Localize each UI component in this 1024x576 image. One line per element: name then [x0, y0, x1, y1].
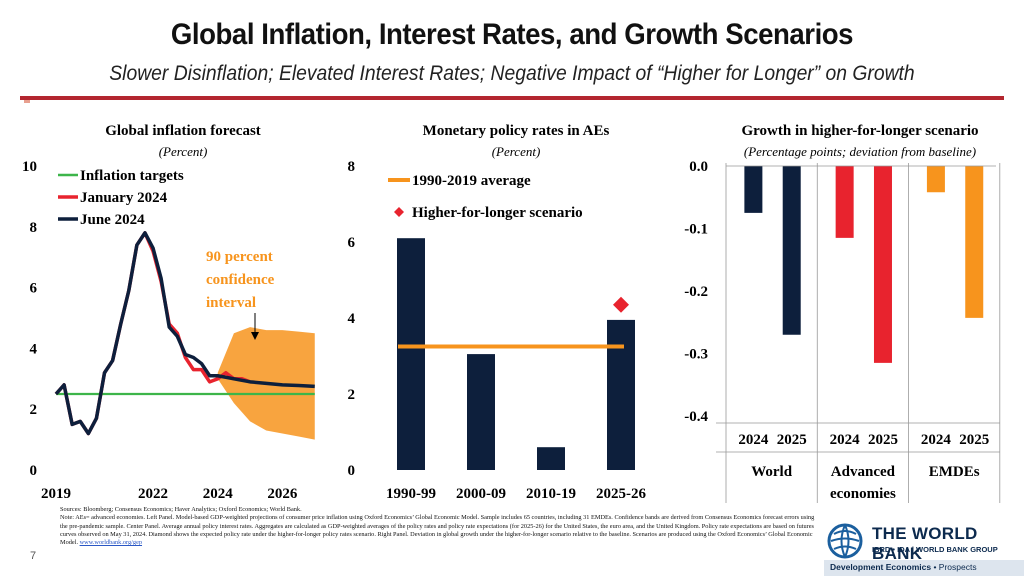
- growth-deviation-bar: [782, 166, 801, 335]
- legend-label-jan: January 2024: [80, 190, 168, 206]
- chart-title: Growth in higher-for-longer scenario: [741, 123, 978, 139]
- x-tick-label: 2022: [138, 486, 168, 502]
- notes-sources: Sources: Bloomberg; Consensus Economics;…: [60, 506, 302, 513]
- ci-annotation-line2: confidence: [206, 272, 275, 288]
- legend-label-scenario: Higher-for-longer scenario: [412, 205, 583, 221]
- y-tick-label: -0.2: [684, 284, 708, 300]
- x-tick-label: 2019: [41, 486, 71, 502]
- policy-rate-bar: [467, 354, 495, 470]
- y-tick-label: 10: [22, 159, 37, 175]
- page-title: Global Inflation, Interest Rates, and Gr…: [170, 18, 854, 51]
- chart-title: Global inflation forecast: [105, 123, 261, 139]
- x-tick-label: 2024: [203, 486, 234, 502]
- year-label: 2024: [738, 432, 769, 448]
- year-label: 2025: [868, 432, 898, 448]
- policy-rate-bar: [537, 447, 565, 470]
- y-tick-label: 0: [348, 463, 356, 479]
- notes-link[interactable]: www.worldbank.org/gep: [79, 539, 143, 547]
- group-label: World: [751, 464, 792, 480]
- legend-label-targets: Inflation targets: [80, 168, 184, 184]
- y-tick-label: 4: [30, 341, 38, 357]
- y-tick-label: 8: [30, 220, 38, 236]
- ci-annotation-line1: 90 percent: [206, 249, 273, 265]
- policy-rates-chart: Monetary policy rates in AEs (Percent) 0…: [348, 123, 647, 502]
- growth-scenario-chart: Growth in higher-for-longer scenario (Pe…: [684, 123, 1001, 503]
- logo-wordmark: THE WORLD BANK: [872, 524, 978, 563]
- chart-subtitle: (Percent): [159, 144, 208, 159]
- year-label: 2024: [830, 432, 861, 448]
- year-label: 2025: [959, 432, 989, 448]
- legend-label-jun: June 2024: [80, 212, 145, 228]
- y-tick-label: 4: [348, 311, 356, 327]
- y-tick-label: 6: [30, 281, 38, 297]
- page-subtitle: Slower Disinflation; Elevated Interest R…: [109, 62, 915, 85]
- logo-tagline: IBRD • IDA | WORLD BANK GROUP: [872, 545, 998, 554]
- growth-deviation-bar: [744, 166, 763, 213]
- legend-diamond: [394, 207, 404, 217]
- x-tick-label: 2000-09: [456, 486, 506, 502]
- logo-department-band: Development Economics • Prospects: [824, 560, 1024, 576]
- y-tick-label: 8: [348, 159, 356, 175]
- x-tick-label: 2010-19: [526, 486, 576, 502]
- policy-rate-bar: [397, 238, 425, 470]
- group-label: Advanced: [831, 464, 896, 480]
- year-label: 2025: [777, 432, 807, 448]
- june-2024-line: [54, 231, 315, 436]
- plot-frame: [55, 165, 319, 471]
- y-tick-label: 2: [30, 402, 38, 418]
- chart-subtitle: (Percent): [492, 144, 541, 159]
- growth-deviation-bar: [835, 166, 854, 238]
- year-label: 2024: [921, 432, 952, 448]
- inflation-chart: Global inflation forecast (Percent) 0 2 4 6…: [22, 123, 319, 502]
- y-tick-label: -0.4: [684, 409, 708, 425]
- ci-annotation-line3: interval: [206, 295, 256, 311]
- page-number: 7: [30, 550, 37, 562]
- x-tick-label: 1990-99: [386, 486, 436, 502]
- chart-subtitle: (Percentage points; deviation from basel…: [744, 144, 976, 159]
- growth-deviation-bar: [965, 166, 984, 318]
- group-label: economies: [830, 486, 896, 502]
- y-tick-label: -0.3: [684, 347, 708, 363]
- ci-arrowhead: [251, 332, 259, 340]
- y-tick-label: 6: [348, 235, 356, 251]
- growth-deviation-bar: [926, 166, 945, 193]
- department-label: Development Economics • Prospects: [830, 562, 977, 572]
- group-label: EMDEs: [929, 464, 980, 480]
- y-tick-label: 0: [30, 463, 38, 479]
- y-tick-label: 2: [348, 387, 356, 403]
- growth-deviation-bar: [873, 166, 892, 363]
- notes-body: Note: AEs= advanced economies. Left Pane…: [60, 514, 815, 547]
- y-tick-label: -0.1: [684, 222, 708, 238]
- title-rule: [20, 96, 1004, 100]
- globe-icon: [827, 523, 863, 559]
- higher-for-longer-marker: [613, 296, 629, 313]
- x-tick-label: 2026: [267, 486, 298, 502]
- ci-annotation: 90 percent confidence interval: [206, 249, 275, 340]
- world-bank-logo: THE WORLD BANK IBRD • IDA | WORLD BANK G…: [824, 520, 1024, 576]
- chart-notes: Sources: Bloomberg; Consensus Economics;…: [60, 506, 820, 547]
- title-rule-accent: [24, 100, 30, 103]
- chart-title: Monetary policy rates in AEs: [423, 123, 610, 139]
- legend-label-average: 1990-2019 average: [412, 173, 531, 189]
- y-tick-label: 0.0: [689, 159, 708, 175]
- x-tick-label: 2025-26: [596, 486, 646, 502]
